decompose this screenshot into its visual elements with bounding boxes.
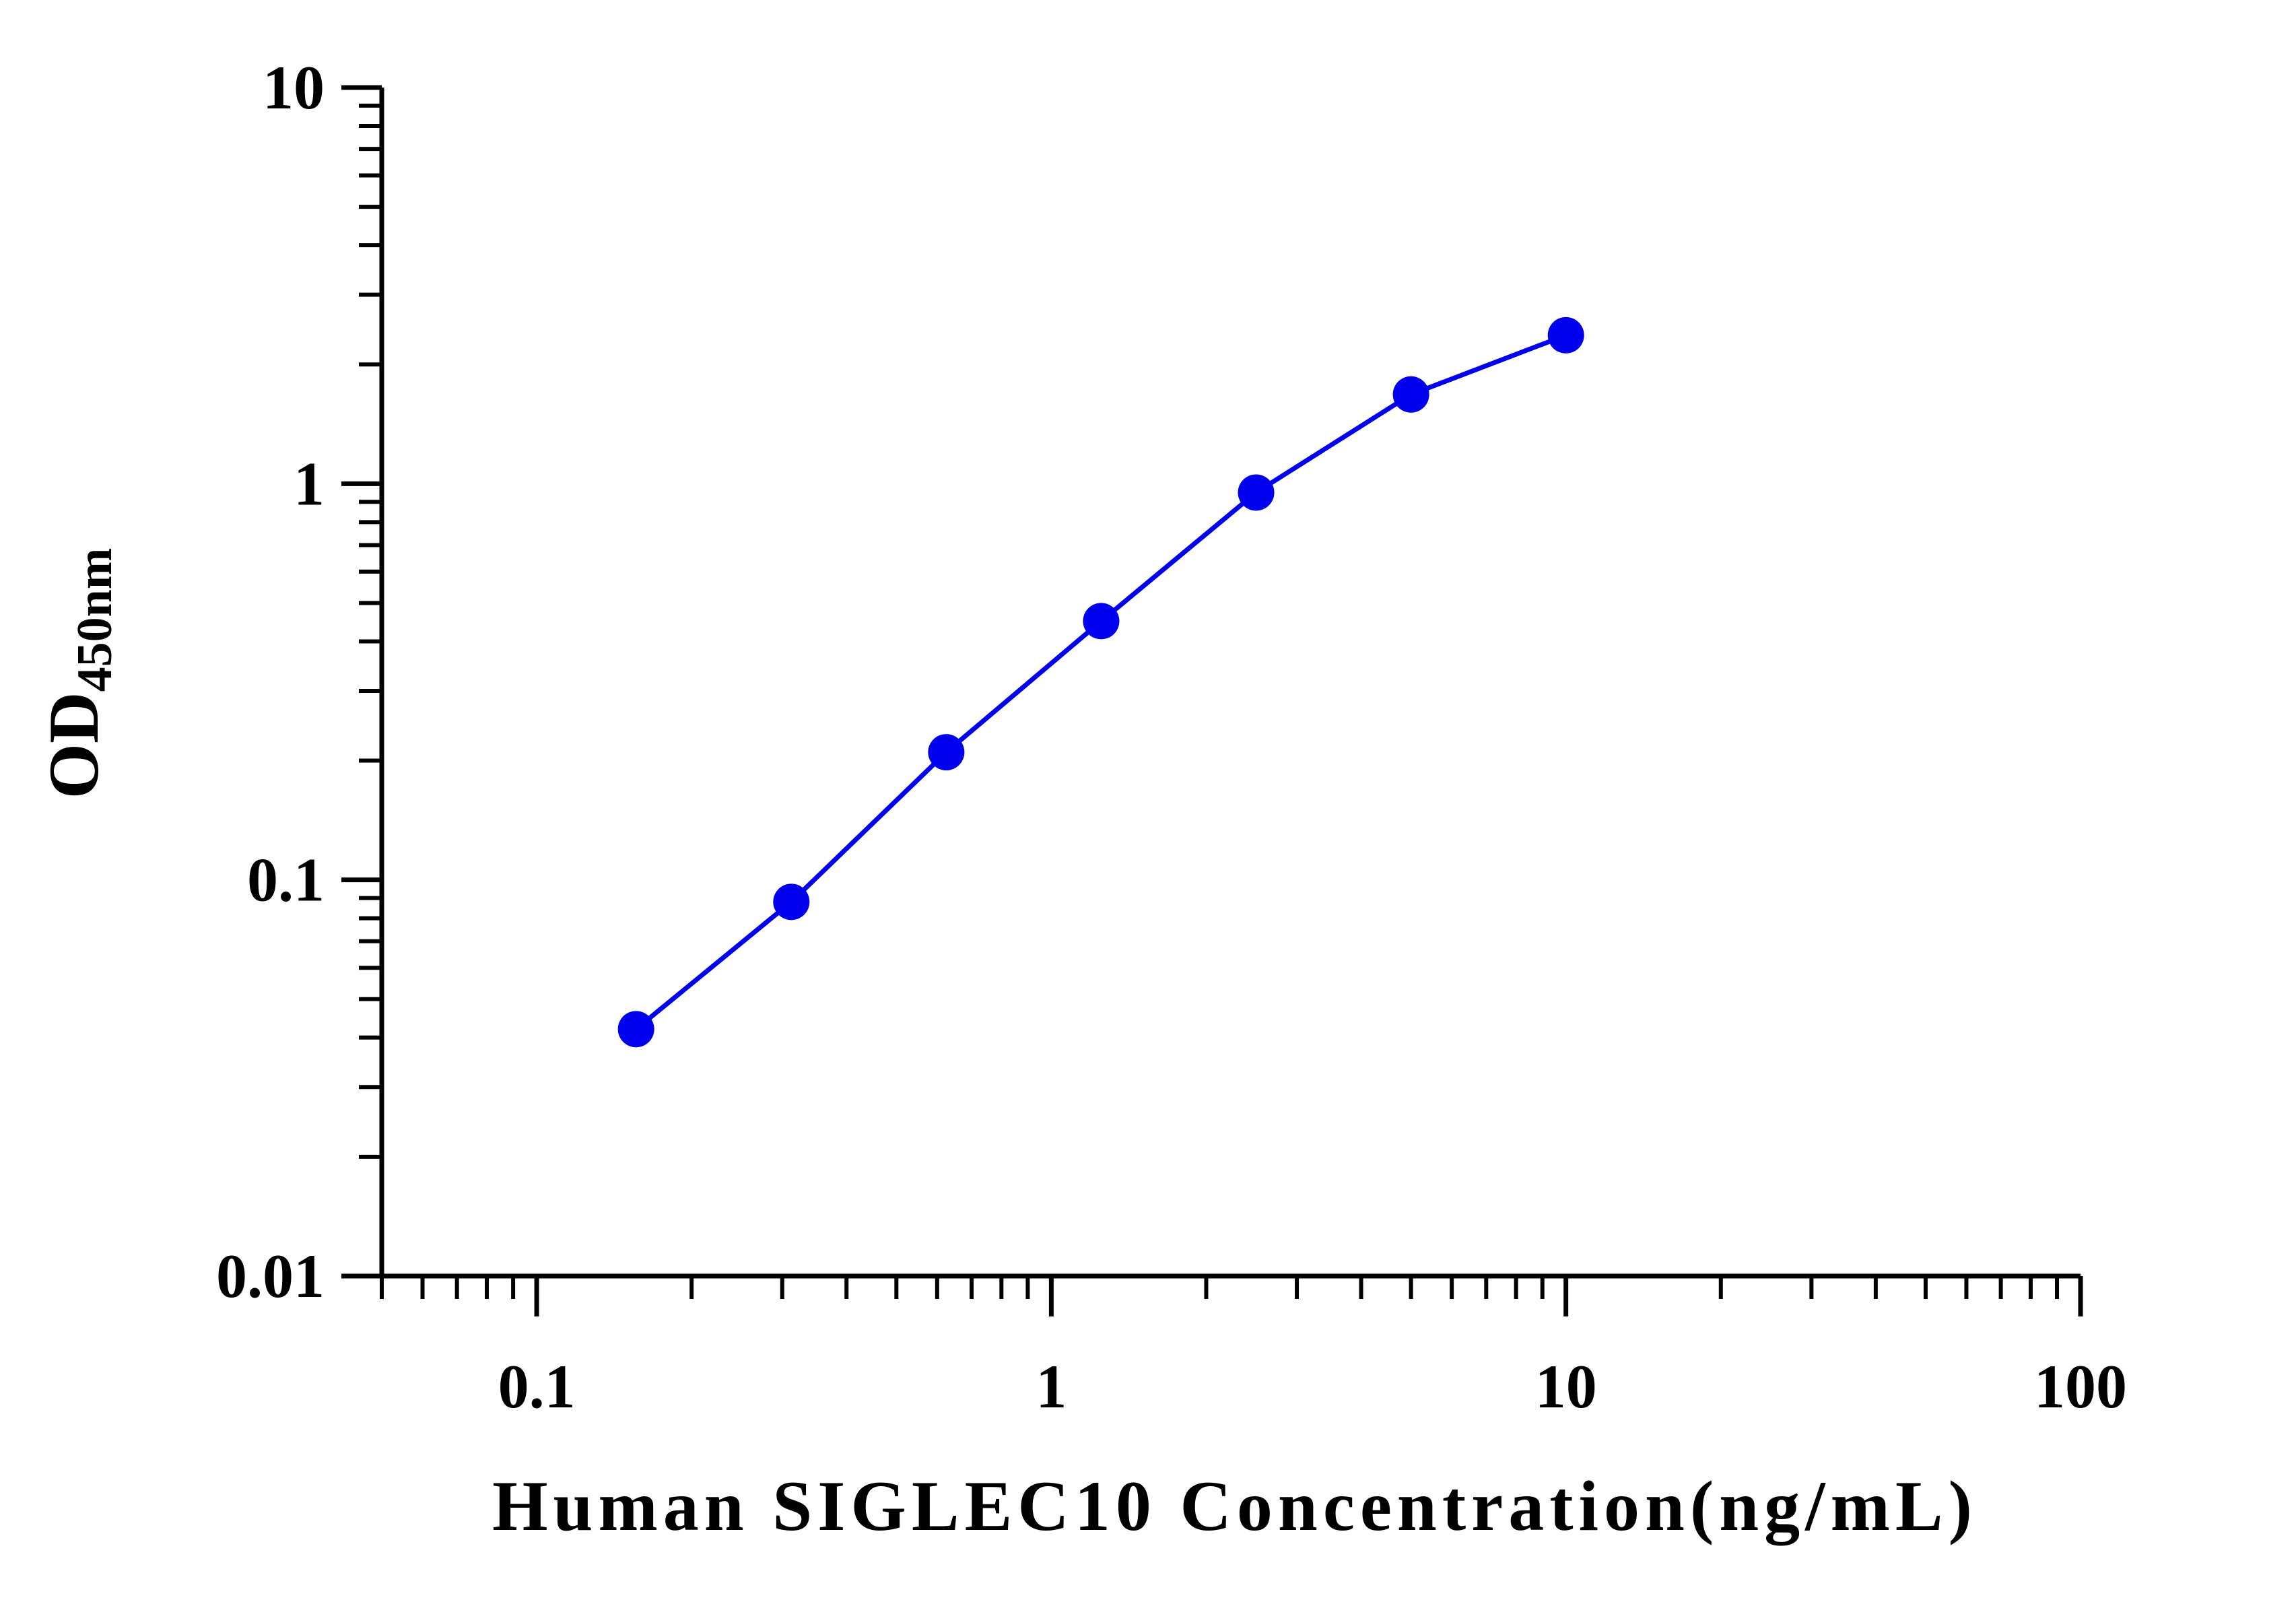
axes	[341, 85, 2083, 1316]
data-point	[1238, 474, 1275, 511]
x-axis-label: Human SIGLEC10 Concentration(ng/mL)	[492, 1467, 1978, 1545]
tick-labels: 0.01 0.1 1 10 0.1 1 10 100	[216, 53, 2127, 1421]
y-tick-label: 0.1	[247, 846, 325, 914]
y-axis-label: OD	[34, 692, 113, 799]
x-tick-label: 10	[1535, 1352, 1597, 1421]
x-tick-label: 1	[1036, 1352, 1067, 1421]
x-tick-label: 100	[2034, 1352, 2127, 1421]
y-axis-label-group: OD450nm	[34, 548, 123, 799]
series-line	[634, 333, 1567, 1032]
data-point	[928, 734, 965, 771]
y-tick-label: 10	[263, 53, 325, 122]
series-layer	[617, 316, 1584, 1048]
data-point	[617, 1011, 654, 1048]
x-tick-label: 0.1	[498, 1352, 576, 1421]
data-point	[773, 883, 810, 921]
svg-text:OD450nm: OD450nm	[34, 548, 123, 799]
y-tick-label: 1	[294, 449, 325, 518]
y-axis-label-subscript: 450nm	[67, 548, 123, 692]
data-point	[1547, 316, 1584, 354]
data-point	[1083, 603, 1120, 640]
y-tick-label: 0.01	[216, 1242, 325, 1310]
data-point	[1392, 376, 1429, 413]
